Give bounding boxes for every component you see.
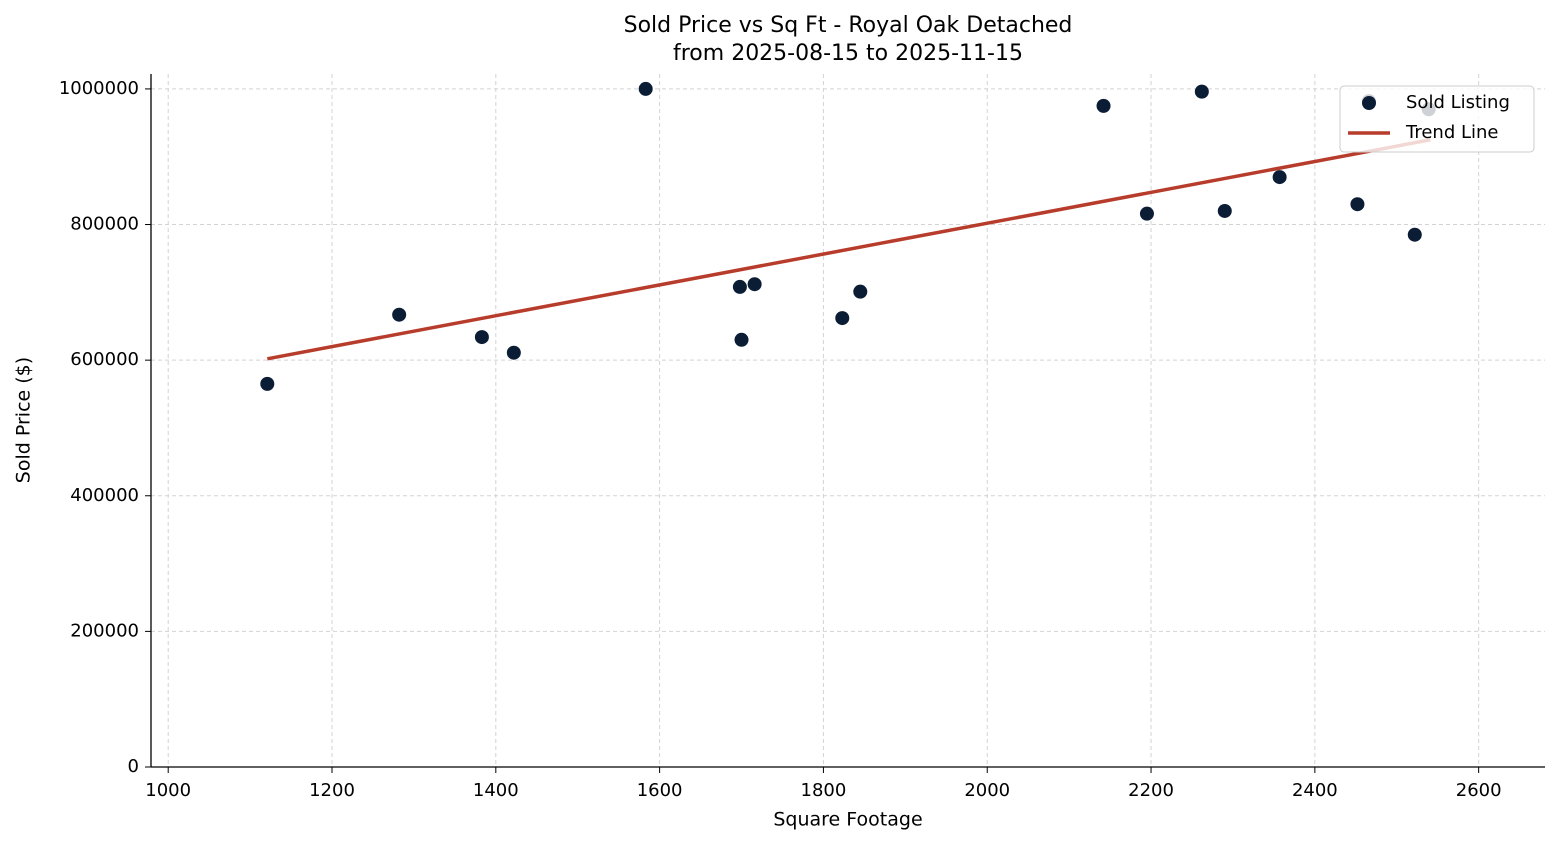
y-tick-label: 200000 <box>70 620 139 641</box>
data-point <box>392 307 407 322</box>
x-tick-label: 1600 <box>637 780 683 801</box>
data-point <box>734 332 749 347</box>
data-point <box>638 81 653 96</box>
y-tick-label: 400000 <box>70 485 139 506</box>
trend-line <box>266 138 1431 361</box>
data-point <box>1350 197 1365 212</box>
y-tick-label: 800000 <box>70 214 139 235</box>
legend-box <box>1339 85 1535 153</box>
data-point <box>1139 206 1154 221</box>
data-point <box>747 277 762 292</box>
y-tick-label: 1000000 <box>59 78 139 99</box>
data-point <box>1096 98 1111 113</box>
legend: Sold Listing Trend Line <box>1339 85 1535 153</box>
data-point <box>1272 170 1287 185</box>
y-tick-label: 0 <box>128 756 139 777</box>
legend-label: Trend Line <box>1405 122 1499 143</box>
data-point <box>732 279 747 294</box>
data-point <box>474 330 489 345</box>
legend-marker <box>1362 96 1376 110</box>
x-tick-label: 2000 <box>964 780 1010 801</box>
chart-subtitle: from 2025-08-15 to 2025-11-15 <box>673 41 1023 66</box>
x-tick-label: 1000 <box>145 780 191 801</box>
y-axis-label: Sold Price ($) <box>13 357 35 483</box>
x-axis-label: Square Footage <box>773 809 922 831</box>
x-tick-label: 1400 <box>473 780 519 801</box>
data-point <box>1407 227 1422 242</box>
x-tick-label: 2200 <box>1128 780 1174 801</box>
data-point <box>1194 84 1209 99</box>
x-tick-label: 1800 <box>801 780 847 801</box>
data-point <box>506 345 521 360</box>
data-point <box>1217 203 1232 218</box>
data-point <box>260 376 275 391</box>
chart-title: Sold Price vs Sq Ft - Royal Oak Detached <box>624 13 1073 38</box>
x-tick-label: 2600 <box>1456 780 1502 801</box>
data-point <box>853 284 868 299</box>
x-tick-label: 1200 <box>309 780 355 801</box>
x-tick-label: 2400 <box>1292 780 1338 801</box>
y-tick-label: 600000 <box>70 349 139 370</box>
legend-label: Sold Listing <box>1406 92 1510 113</box>
data-point <box>835 311 850 326</box>
